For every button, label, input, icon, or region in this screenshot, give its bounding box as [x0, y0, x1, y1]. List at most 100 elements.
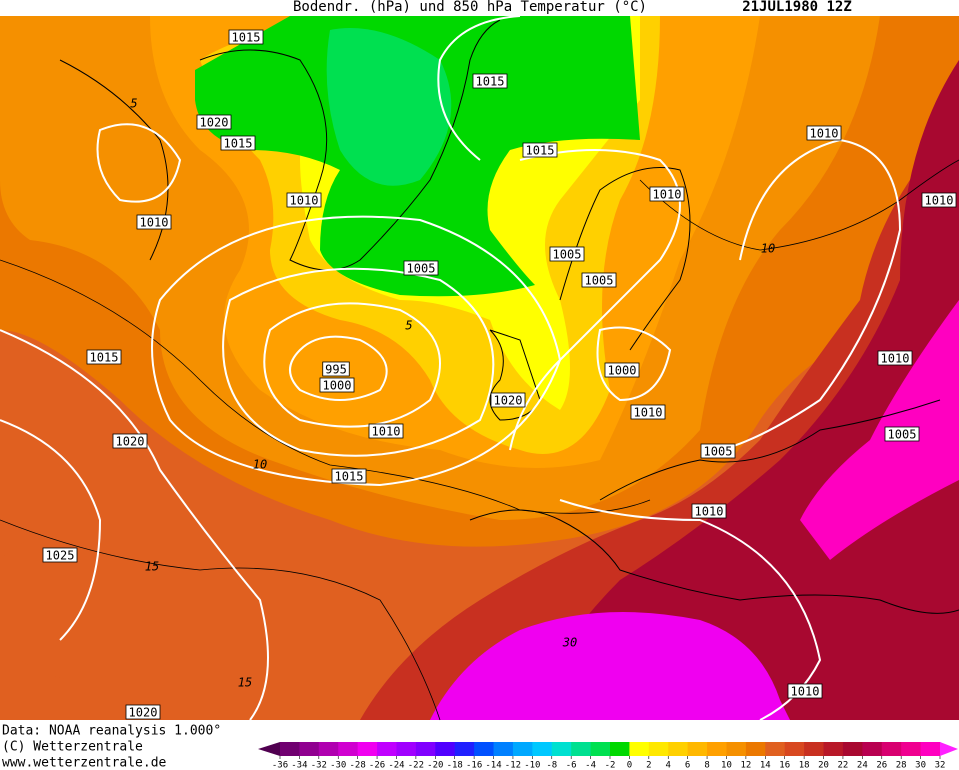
- pressure-label: 1010: [791, 685, 820, 699]
- colorbar-swatch: [532, 742, 553, 756]
- colorbar-label: 20: [818, 761, 829, 770]
- colorbar-label: -28: [350, 761, 366, 770]
- pressure-label: 1010: [653, 188, 682, 202]
- colorbar-label: 18: [799, 761, 810, 770]
- colorbar-swatch: [396, 742, 417, 756]
- pressure-label: 1020: [200, 116, 229, 130]
- colorbar-label: 8: [704, 761, 709, 770]
- colorbar-label: -34: [291, 761, 307, 770]
- pressure-label: 1015: [232, 31, 261, 45]
- colorbar-swatch: [629, 742, 650, 756]
- colorbar-swatch: [668, 742, 689, 756]
- pressure-label: 1015: [526, 144, 555, 158]
- temperature-contour: [639, 159, 959, 251]
- colorbar-swatch: [318, 742, 339, 756]
- colorbar-label: 24: [857, 761, 868, 770]
- colorbar-label: -14: [485, 761, 501, 770]
- colorbar-label: 12: [740, 761, 751, 770]
- colorbar-swatch: [804, 742, 825, 756]
- pressure-label-box: [220, 135, 256, 151]
- coastline: [469, 509, 959, 614]
- colorbar-label: -22: [408, 761, 424, 770]
- colorbar-swatch: [765, 742, 786, 756]
- map-title: Bodendr. (hPa) und 850 hPa Temperatur (°…: [293, 0, 647, 15]
- isobar: [0, 329, 269, 721]
- pressure-label-box: [921, 192, 957, 208]
- colorbar-label: 30: [915, 761, 926, 770]
- colorbar-arrow: [258, 742, 280, 756]
- pressure-label-box: [581, 272, 617, 288]
- map: [0, 16, 959, 720]
- colorbar-swatch: [610, 742, 630, 756]
- pressure-label-box: [630, 404, 666, 420]
- pressure-label: 1015: [90, 351, 119, 365]
- temperature-contour: [0, 519, 441, 721]
- pressure-label: 1010: [372, 425, 401, 439]
- temp-field: [326, 28, 452, 186]
- colorbar-label: -36: [272, 761, 288, 770]
- pressure-label-box: [472, 73, 508, 89]
- colorbar-label: -18: [447, 761, 463, 770]
- colorbar-label: 2: [646, 761, 651, 770]
- colorbar-label: 6: [685, 761, 690, 770]
- pressure-label-box: [549, 246, 585, 262]
- colorbar-label: 16: [779, 761, 790, 770]
- colorbar-swatch: [784, 742, 805, 756]
- coastline: [599, 399, 941, 501]
- footer-line: www.wetterzentrale.de: [2, 756, 167, 770]
- isobar: [222, 267, 495, 457]
- pressure-label: 1005: [407, 262, 436, 276]
- pressure-label: 1005: [553, 248, 582, 262]
- pressure-label: 1000: [608, 364, 637, 378]
- pressure-label: 1010: [881, 352, 910, 366]
- colorbar-swatch: [590, 742, 611, 756]
- colorbar-swatch: [377, 742, 397, 756]
- pressure-label: 1010: [634, 406, 663, 420]
- colorbar-label: 22: [838, 761, 849, 770]
- temp-field: [800, 300, 959, 560]
- coastline: [489, 329, 541, 421]
- pressure-label-box: [228, 29, 264, 45]
- map-labels: 1015102010151010101010151015100599510001…: [42, 29, 957, 720]
- footer-line: Data: NOAA reanalysis 1.000°: [2, 724, 221, 739]
- colorbar-swatch: [920, 742, 941, 756]
- temp-field: [430, 612, 790, 720]
- temp-field: [520, 60, 959, 720]
- pressure-label: 1005: [888, 428, 917, 442]
- pressure-label: 1000: [323, 379, 352, 393]
- colorbar-swatch: [454, 742, 475, 756]
- temperature-label: 15: [145, 560, 159, 574]
- pressure-label-box: [700, 443, 736, 459]
- colorbar-swatch: [280, 742, 300, 756]
- pressure-label: 1020: [116, 435, 145, 449]
- pressure-label-box: [604, 362, 640, 378]
- pressure-label: 1025: [46, 549, 75, 563]
- pressure-label: 1010: [290, 194, 319, 208]
- coastline: [559, 167, 691, 351]
- colorbar-label: 10: [721, 761, 732, 770]
- pressure-label-box: [403, 260, 439, 276]
- colorbar-swatch: [862, 742, 883, 756]
- colorbar-label: 0: [627, 761, 632, 770]
- pressure-label: 1020: [494, 394, 523, 408]
- pressure-label-box: [368, 423, 404, 439]
- isobar: [263, 302, 441, 428]
- pressure-label: 1005: [704, 445, 733, 459]
- pressure-label: 1005: [585, 274, 614, 288]
- pressure-label: 1010: [925, 194, 954, 208]
- pressure-label-box: [136, 214, 172, 230]
- colorbar-swatch: [357, 742, 378, 756]
- colorbar-label: 14: [760, 761, 771, 770]
- pressure-label-box: [112, 433, 148, 449]
- colorbar-swatch: [415, 742, 436, 756]
- isobar: [151, 215, 562, 487]
- isobar: [0, 419, 102, 641]
- isobar: [289, 335, 388, 401]
- temperature-label: 30: [562, 636, 577, 650]
- temperature-label: 10: [253, 458, 267, 472]
- pressure-label: 1020: [129, 706, 158, 720]
- map-date: 21JUL1980 12Z: [742, 0, 852, 15]
- isobar: [719, 138, 902, 451]
- colorbar-label: -26: [369, 761, 385, 770]
- colorbar-label: -12: [505, 761, 521, 770]
